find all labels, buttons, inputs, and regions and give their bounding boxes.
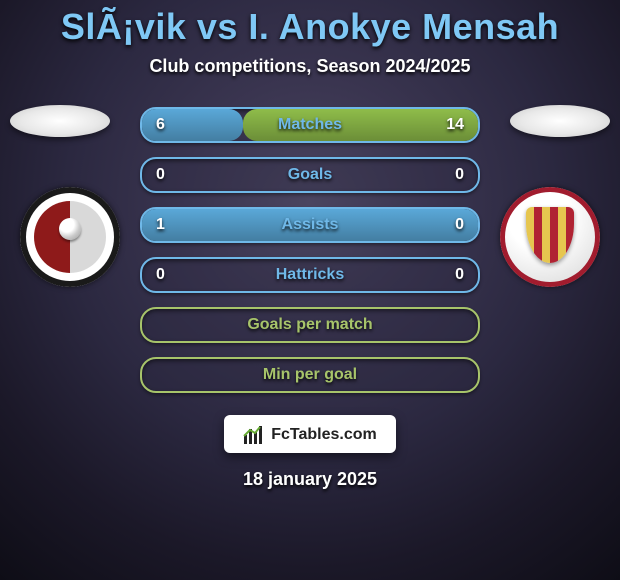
brand-card[interactable]: FcTables.com xyxy=(224,415,396,453)
value-right: 0 xyxy=(455,266,464,284)
generated-date: 18 january 2025 xyxy=(0,469,620,490)
stat-row: 10Assists xyxy=(140,207,480,243)
stat-row-empty: Goals per match xyxy=(140,307,480,343)
bar-left xyxy=(142,209,478,241)
bar-right xyxy=(243,109,478,141)
stat-row: 0 0Hattricks xyxy=(140,257,480,293)
value-right: 0 xyxy=(455,166,464,184)
home-club-crest xyxy=(20,187,120,287)
page-subtitle: Club competitions, Season 2024/2025 xyxy=(0,56,620,77)
stat-label: Hattricks xyxy=(142,266,478,284)
comparison-stage: 614Matches00Goals10Assists00HattricksGoa… xyxy=(0,107,620,407)
stat-label: Goals xyxy=(142,166,478,184)
away-club-crest xyxy=(500,187,600,287)
stat-row-empty: Min per goal xyxy=(140,357,480,393)
page-title: SlÃ¡vik vs I. Anokye Mensah xyxy=(0,0,620,48)
value-left: 0 xyxy=(156,166,165,184)
away-spotlight-ellipse xyxy=(510,105,610,137)
stat-label: Min per goal xyxy=(142,366,478,384)
stat-label: Goals per match xyxy=(142,316,478,334)
home-spotlight-ellipse xyxy=(10,105,110,137)
chart-bars-icon xyxy=(243,425,265,445)
value-left: 0 xyxy=(156,266,165,284)
stat-row: 0 0Goals xyxy=(140,157,480,193)
stat-rows-container: 614Matches00Goals10Assists00HattricksGoa… xyxy=(140,107,480,393)
stat-row: 614Matches xyxy=(140,107,480,143)
brand-text: FcTables.com xyxy=(271,426,377,444)
bar-left xyxy=(142,109,243,141)
